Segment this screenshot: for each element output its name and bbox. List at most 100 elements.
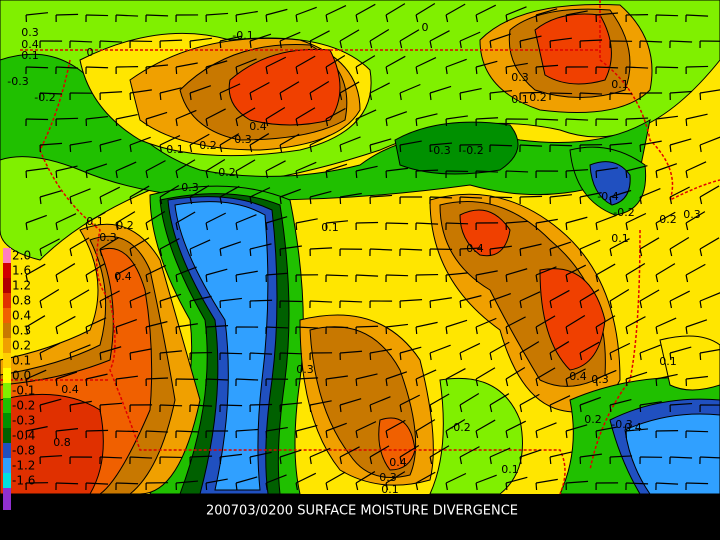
barb-flag <box>55 222 58 231</box>
barb-shaft <box>265 474 287 484</box>
barb-shaft <box>26 66 49 69</box>
barb-shaft <box>610 142 633 146</box>
barb-shaft <box>325 471 346 484</box>
barb-shaft <box>429 85 452 94</box>
barb-flag <box>99 300 103 309</box>
barb-flag <box>69 352 72 361</box>
barb-shaft <box>640 40 663 43</box>
barb-shaft <box>159 293 182 302</box>
barb-flag <box>609 300 613 309</box>
barb-shaft <box>520 144 543 147</box>
barb-shaft <box>609 342 631 354</box>
barb-shaft <box>236 378 259 381</box>
barb-shaft <box>370 248 393 251</box>
barb-shaft <box>279 31 301 42</box>
barb-shaft <box>25 263 46 276</box>
barb-shaft <box>99 346 122 354</box>
barb-shaft <box>429 445 450 458</box>
barb-shaft <box>115 113 138 120</box>
barb-flag <box>519 404 523 413</box>
barb-flag <box>145 222 149 231</box>
barb-shaft <box>686 14 709 17</box>
barb-flag <box>85 222 89 231</box>
barb-shaft <box>159 185 180 198</box>
barb-shaft <box>249 451 272 458</box>
barb-shaft <box>626 66 649 69</box>
barb-flag <box>685 118 688 127</box>
barb-flag <box>505 482 508 491</box>
barb-shaft <box>325 5 347 16</box>
barb-shaft <box>536 64 559 68</box>
barb-flag <box>625 222 628 231</box>
barb-shaft <box>669 290 690 302</box>
barb-shaft <box>685 161 707 172</box>
barb-shaft <box>505 268 528 276</box>
barb-flag <box>295 118 299 127</box>
barb-shaft <box>85 211 106 224</box>
contour-label: 0 <box>422 21 429 34</box>
barb-shaft <box>596 66 619 69</box>
barb-shaft <box>249 81 270 94</box>
barb-flag <box>609 352 612 361</box>
barb-flag <box>265 118 269 127</box>
barb-shaft <box>669 236 690 250</box>
barb-shaft <box>356 274 379 277</box>
barb-shaft <box>219 185 240 198</box>
barb-shaft <box>280 352 303 355</box>
barb-flag <box>625 326 629 335</box>
barb-flag <box>609 248 613 257</box>
barb-flag <box>399 40 403 49</box>
barb-shaft <box>235 159 256 172</box>
barb-shaft <box>535 478 558 484</box>
barb-shaft <box>250 352 273 355</box>
barb-flag <box>189 300 192 309</box>
barb-shaft <box>145 211 166 224</box>
barb-flag <box>459 40 462 49</box>
barb-flag <box>355 170 358 179</box>
barb-shaft <box>369 138 392 146</box>
barb-shaft <box>566 169 589 172</box>
barb-shaft <box>459 31 481 42</box>
barb-shaft <box>129 291 151 302</box>
barb-shaft <box>519 341 540 354</box>
legend-swatch-extra <box>3 488 11 510</box>
barb-flag <box>309 196 312 205</box>
barb-flag <box>355 430 358 439</box>
legend-label: -0.2 <box>12 399 35 413</box>
barb-shaft <box>519 393 540 406</box>
legend-swatch <box>3 323 11 338</box>
barb-flag <box>369 456 373 465</box>
barb-shaft <box>86 429 109 432</box>
barb-flag <box>475 326 478 335</box>
barb-shaft <box>69 188 91 198</box>
barb-flag <box>685 274 689 283</box>
barb-shaft <box>265 56 287 68</box>
barb-shaft <box>565 216 588 224</box>
barb-shaft <box>655 211 676 224</box>
legend-swatch <box>3 398 11 413</box>
barb-shaft <box>580 92 603 95</box>
barb-shaft <box>235 10 258 16</box>
legend-swatch <box>3 443 11 458</box>
barb-flag <box>249 196 252 205</box>
barb-shaft <box>115 318 137 328</box>
barb-shaft <box>355 421 377 432</box>
barb-shaft <box>476 170 499 173</box>
barb-flag <box>445 430 449 439</box>
barb-flag <box>475 378 479 387</box>
barb-shaft <box>235 107 256 120</box>
barb-flag <box>385 430 389 439</box>
barb-shaft <box>700 456 720 459</box>
barb-flag <box>55 274 59 283</box>
barb-flag <box>415 14 419 23</box>
barb-shaft <box>415 3 436 16</box>
barb-flag <box>235 274 238 283</box>
barb-flag <box>519 248 522 257</box>
barb-shaft <box>429 30 450 42</box>
barb-shaft <box>295 424 318 432</box>
barb-flag <box>55 378 58 387</box>
barb-flag <box>129 352 132 361</box>
contour-label: 0.1 <box>166 143 184 156</box>
barb-shaft <box>250 299 273 302</box>
